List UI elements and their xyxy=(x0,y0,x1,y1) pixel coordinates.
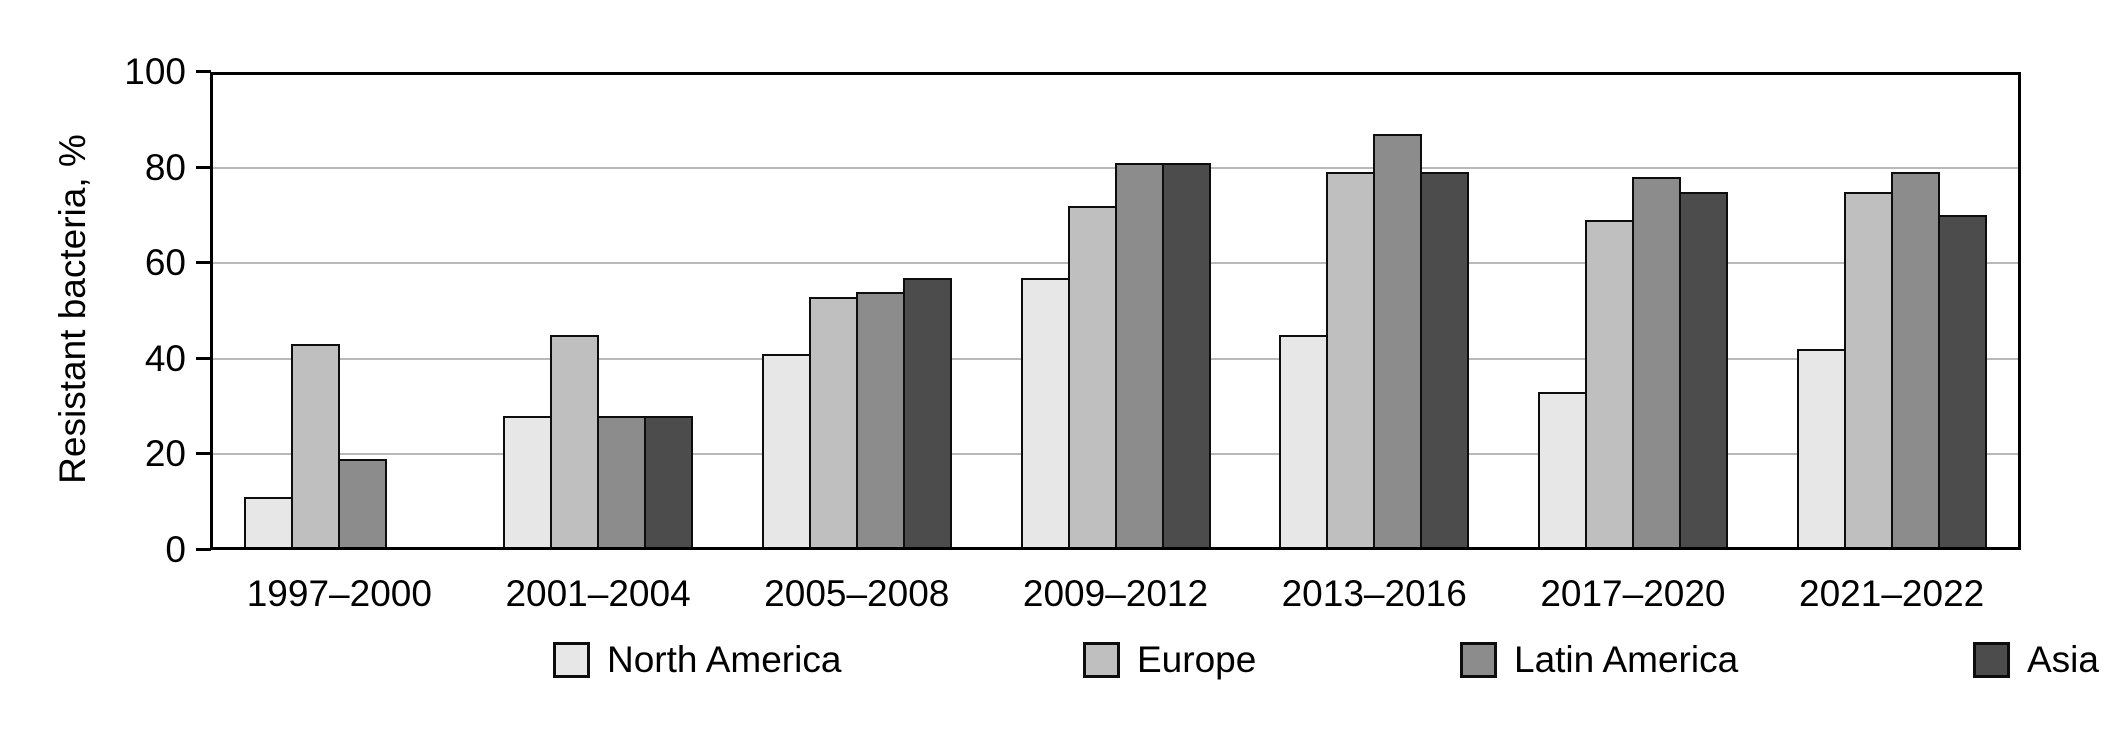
bar-europe xyxy=(1584,220,1634,550)
bar-latin-america xyxy=(1373,134,1423,550)
bar-latin-america xyxy=(1890,172,1940,550)
legend-swatch xyxy=(1083,642,1120,678)
bar-europe xyxy=(550,334,600,550)
y-tick-mark xyxy=(196,70,211,73)
bar-asia xyxy=(1420,172,1470,550)
bar-europe xyxy=(1326,172,1376,550)
y-tick-label: 100 xyxy=(124,51,186,92)
legend-item-europe: Europe xyxy=(1083,640,1256,680)
bar-europe xyxy=(291,344,341,550)
bar-europe xyxy=(1843,191,1893,550)
x-tick-label: 2001–2004 xyxy=(505,573,691,614)
bar-latin-america xyxy=(1631,177,1681,550)
y-tick-mark xyxy=(196,261,211,265)
legend-swatch xyxy=(553,642,590,678)
bar-asia xyxy=(644,416,694,550)
bar-north-america xyxy=(244,497,294,550)
bar-north-america xyxy=(1020,277,1070,550)
bar-asia xyxy=(1937,215,1987,550)
legend-item-latin-america: Latin America xyxy=(1460,640,1738,680)
y-tick-label: 0 xyxy=(165,529,186,570)
plot-area xyxy=(210,72,2021,550)
x-tick-label: 2021–2022 xyxy=(1799,573,1985,614)
bar-asia xyxy=(1161,162,1211,550)
x-tick-label: 2005–2008 xyxy=(764,573,950,614)
y-tick-mark xyxy=(196,356,211,360)
bar-north-america xyxy=(1796,349,1846,550)
bar-latin-america xyxy=(855,291,905,550)
bar-latin-america xyxy=(338,459,388,550)
bar-asia xyxy=(902,277,952,550)
x-tick-label: 2009–2012 xyxy=(1022,573,1209,614)
legend-label: North America xyxy=(607,639,842,680)
bar-latin-america xyxy=(1114,162,1164,550)
y-tick-label: 80 xyxy=(144,146,186,188)
y-tick-mark xyxy=(196,165,211,169)
x-tick-label: 1997–2000 xyxy=(246,573,432,614)
x-tick-label: 2013–2016 xyxy=(1281,573,1467,614)
bar-north-america xyxy=(1279,334,1329,550)
bar-north-america xyxy=(1537,392,1587,550)
legend-item-north-america: North America xyxy=(553,640,841,680)
y-tick-mark xyxy=(196,452,211,456)
legend-label: Asia xyxy=(2027,639,2099,680)
y-tick-label: 20 xyxy=(144,433,186,475)
y-tick-mark xyxy=(196,548,211,551)
legend-label: Latin America xyxy=(1514,639,1739,680)
legend-swatch xyxy=(1973,642,2010,678)
x-tick-label: 2017–2020 xyxy=(1540,573,1726,614)
y-axis-title: Resistant bacteria, % xyxy=(52,134,93,484)
bar-north-america xyxy=(503,416,553,550)
y-tick-label: 40 xyxy=(144,337,186,379)
bar-north-america xyxy=(761,354,811,550)
bar-asia xyxy=(1678,191,1728,550)
legend-item-asia: Asia xyxy=(1973,640,2099,680)
y-tick-label: 60 xyxy=(144,242,186,284)
bar-europe xyxy=(808,296,858,550)
bar-latin-america xyxy=(597,416,647,550)
legend-label: Europe xyxy=(1137,639,1257,680)
bar-europe xyxy=(1067,205,1117,550)
legend-swatch xyxy=(1460,642,1497,678)
